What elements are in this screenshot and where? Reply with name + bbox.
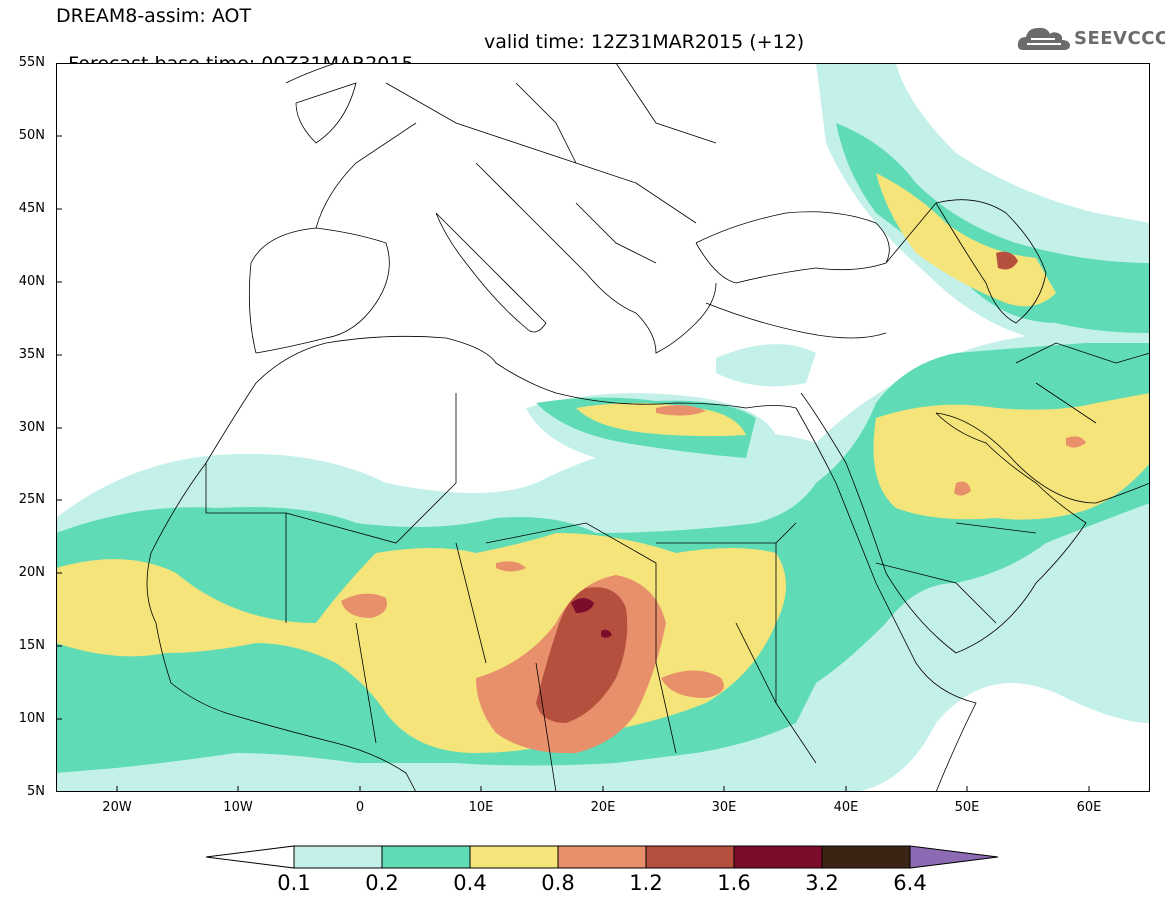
lat-label-45n: 45N xyxy=(18,201,45,216)
colorbar-segment-0-8-to-1-2 xyxy=(557,845,647,869)
cloud-icon xyxy=(1017,27,1070,50)
aot-forecast-map xyxy=(56,63,1150,792)
lat-label-15n: 15N xyxy=(18,638,45,653)
lat-label-55n: 55N xyxy=(18,55,45,70)
lon-label-10w: 10W xyxy=(223,800,253,815)
map-title: DREAM8-assim: AOT xyxy=(56,5,252,27)
lon-label-40e: 40E xyxy=(833,800,859,815)
colorbar-segment-0-1-to-0-2 xyxy=(293,845,383,869)
lon-label-0: 0 xyxy=(355,800,365,815)
colorbar-segment-0-4-to-0-8 xyxy=(469,845,559,869)
colorbar-above-6-4 xyxy=(909,845,999,869)
colorbar-label-0-8: 0.8 xyxy=(541,871,575,895)
lon-label-10e: 10E xyxy=(468,800,494,815)
colorbar-segment-0-2-to-0-4 xyxy=(381,845,471,869)
lat-label-10n: 10N xyxy=(18,711,45,726)
colorbar-segment-3-2-to-6-4 xyxy=(821,845,911,869)
colorbar-label-0-1: 0.1 xyxy=(277,871,311,895)
colorbar-label-1-2: 1.2 xyxy=(629,871,663,895)
axis-ticks xyxy=(56,63,1090,792)
lat-label-30n: 30N xyxy=(18,420,45,435)
aot-contours xyxy=(56,63,1150,792)
lon-label-30e: 30E xyxy=(711,800,737,815)
seevccc-logo: SEEVCCC xyxy=(1017,22,1165,56)
lat-label-40n: 40N xyxy=(18,274,45,289)
lon-label-20e: 20E xyxy=(590,800,616,815)
colorbar-label-6-4: 6.4 xyxy=(893,871,927,895)
colorbar xyxy=(206,845,999,869)
colorbar-segment-1-6-to-3-2 xyxy=(733,845,823,869)
lat-label-20n: 20N xyxy=(18,565,45,580)
colorbar-label-0-4: 0.4 xyxy=(453,871,487,895)
colorbar-label-0-2: 0.2 xyxy=(365,871,399,895)
lat-label-35n: 35N xyxy=(18,347,45,362)
colorbar-below-0-1 xyxy=(206,845,295,869)
lat-label-25n: 25N xyxy=(18,492,45,507)
lat-label-50n: 50N xyxy=(18,128,45,143)
coastlines-and-borders xyxy=(146,63,1150,792)
colorbar-label-3-2: 3.2 xyxy=(805,871,839,895)
lon-label-50e: 50E xyxy=(954,800,980,815)
logo-text: SEEVCCC xyxy=(1074,28,1165,49)
lon-label-60e: 60E xyxy=(1076,800,1102,815)
colorbar-segment-1-2-to-1-6 xyxy=(645,845,735,869)
valid-time: valid time: 12Z31MAR2015 (+12) xyxy=(484,31,805,53)
lat-label-5n: 5N xyxy=(27,784,45,799)
lon-label-20w: 20W xyxy=(102,800,132,815)
colorbar-label-1-6: 1.6 xyxy=(717,871,751,895)
